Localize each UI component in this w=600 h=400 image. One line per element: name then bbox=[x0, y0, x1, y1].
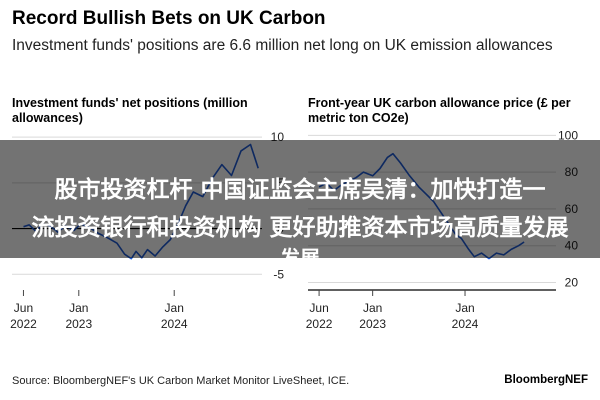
chart-title: Record Bullish Bets on UK Carbon bbox=[12, 8, 326, 29]
x-tick-label-month: Jan bbox=[363, 301, 382, 315]
x-tick-label-year: 2022 bbox=[10, 317, 37, 331]
x-tick-label-year: 2023 bbox=[359, 317, 386, 331]
x-tick-label-year: 2022 bbox=[306, 317, 333, 331]
overlay-headline-line1: 股市投资杠杆 中国证监会主席吴清：加快打造一 bbox=[54, 177, 546, 203]
y-tick-label: 20 bbox=[565, 275, 579, 289]
x-tick-label-month: Jan bbox=[165, 301, 184, 315]
news-overlay-banner[interactable]: 股市投资杠杆 中国证监会主席吴清：加快打造一 流投资银行和投资机构 更好助推资本… bbox=[0, 140, 600, 258]
brand-logo-text: BloombergNEF bbox=[504, 374, 588, 386]
x-tick-label-month: Jun bbox=[14, 301, 33, 315]
y-tick-label: 100 bbox=[558, 128, 578, 142]
x-tick-label-year: 2023 bbox=[65, 317, 92, 331]
right-chart-title: Front-year UK carbon allowance price (£ … bbox=[308, 96, 571, 125]
x-tick-label-month: Jan bbox=[455, 301, 474, 315]
overlay-headline-line2: 流投资银行和投资机构 更好助推资本市场高质量发展 bbox=[31, 215, 569, 241]
x-tick-label-month: Jun bbox=[309, 301, 328, 315]
source-note: Source: BloombergNEF's UK Carbon Market … bbox=[12, 375, 350, 387]
x-tick-label-month: Jan bbox=[69, 301, 88, 315]
chart-subtitle: Investment funds' positions are 6.6 mill… bbox=[12, 37, 553, 54]
left-chart-title: Investment funds' net positions (million… bbox=[12, 96, 248, 125]
x-tick-label-year: 2024 bbox=[161, 317, 188, 331]
x-tick-label-year: 2024 bbox=[452, 317, 479, 331]
overlay-headline-line3: 发展 bbox=[280, 246, 320, 258]
y-tick-label: -5 bbox=[273, 267, 284, 281]
